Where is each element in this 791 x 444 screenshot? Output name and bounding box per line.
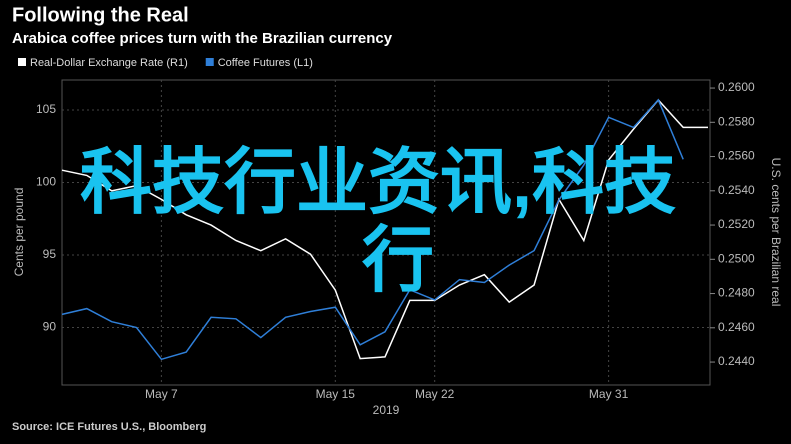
watermark: 科技行业资讯,科技: [80, 143, 676, 223]
y2-tick-label: 0.2460: [718, 320, 755, 334]
y2-axis-label: U.S. cents per Brazilian real: [769, 158, 783, 307]
source: Source: ICE Futures U.S., Bloomberg: [12, 421, 206, 433]
y2-tick-label: 0.2440: [718, 354, 755, 368]
y2-tick-label: 0.2500: [718, 251, 755, 265]
y2-tick-label: 0.2560: [718, 149, 755, 163]
x-tick-label: May 22: [415, 387, 455, 401]
y-tick-label: 95: [43, 247, 57, 261]
series-line: [61, 98, 708, 360]
chart-title: Following the Real: [12, 4, 189, 26]
legend-label: Coffee Futures (L1): [218, 57, 313, 69]
year-label: 2019: [373, 403, 400, 417]
y-tick-label: 90: [43, 320, 57, 334]
series-line: [61, 98, 684, 361]
y-tick-label: 100: [36, 175, 56, 189]
y2-tick-label: 0.2540: [718, 183, 755, 197]
x-tick-label: May 31: [589, 387, 629, 401]
y2-tick-label: 0.2580: [718, 114, 755, 128]
plot-frame: [61, 79, 711, 386]
y2-tick-label: 0.2480: [718, 286, 755, 300]
y-tick-label: 105: [36, 102, 56, 116]
legend-swatch: [18, 58, 26, 66]
y2-tick-label: 0.2600: [718, 80, 755, 94]
watermark: 行: [362, 221, 434, 301]
legend-label: Real-Dollar Exchange Rate (R1): [30, 57, 188, 69]
x-tick-label: May 15: [316, 387, 356, 401]
legend-swatch: [205, 58, 214, 66]
y-axis-label: Cents per pound: [12, 188, 26, 277]
y2-tick-label: 0.2520: [718, 217, 755, 231]
chart-subtitle: Arabica coffee prices turn with the Braz…: [12, 30, 393, 47]
x-tick-label: May 7: [145, 387, 178, 401]
